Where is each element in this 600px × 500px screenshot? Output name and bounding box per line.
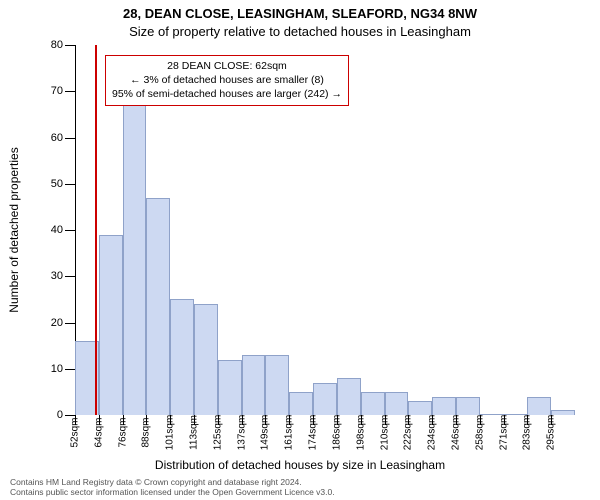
x-tick-label: 149sqm: [260, 415, 271, 451]
y-tick: [65, 45, 75, 46]
histogram-bar: [146, 198, 170, 415]
y-tick-label: 50: [51, 178, 63, 190]
callout-line-1: 28 DEAN CLOSE: 62sqm: [112, 59, 342, 73]
histogram-bar: [194, 304, 218, 415]
x-tick-label: 88sqm: [141, 417, 152, 447]
credits-line-1: Contains HM Land Registry data © Crown c…: [10, 477, 335, 488]
y-tick: [65, 138, 75, 139]
y-tick: [65, 415, 75, 416]
histogram-bar: [385, 392, 409, 415]
histogram-bar: [361, 392, 385, 415]
x-tick-label: 222sqm: [403, 415, 414, 451]
x-tick-label: 137sqm: [236, 415, 247, 451]
histogram-bar: [218, 360, 242, 416]
chart-plot-area: 0102030405060708052sqm64sqm76sqm88sqm101…: [75, 45, 575, 415]
y-tick-label: 70: [51, 85, 63, 97]
histogram-bar: [242, 355, 266, 415]
credits-text: Contains HM Land Registry data © Crown c…: [10, 477, 335, 498]
y-tick-label: 10: [51, 363, 63, 375]
y-tick-label: 40: [51, 224, 63, 236]
callout-box: 28 DEAN CLOSE: 62sqm ← 3% of detached ho…: [105, 55, 349, 106]
x-tick-label: 101sqm: [165, 415, 176, 451]
y-tick: [65, 184, 75, 185]
histogram-bar: [337, 378, 361, 415]
y-tick-label: 30: [51, 270, 63, 282]
x-tick-label: 234sqm: [427, 415, 438, 451]
x-tick-label: 52sqm: [70, 417, 81, 447]
x-tick-label: 161sqm: [284, 415, 295, 451]
x-tick-label: 64sqm: [93, 417, 104, 447]
y-tick-label: 80: [51, 39, 63, 51]
callout-line-3: 95% of semi-detached houses are larger (…: [112, 87, 342, 101]
y-tick: [65, 323, 75, 324]
credits-line-2: Contains public sector information licen…: [10, 487, 335, 498]
y-tick: [65, 369, 75, 370]
x-tick-label: 174sqm: [308, 415, 319, 451]
x-tick-label: 186sqm: [331, 415, 342, 451]
y-tick: [65, 91, 75, 92]
x-tick-label: 210sqm: [379, 415, 390, 451]
x-tick-label: 271sqm: [498, 415, 509, 451]
x-tick-label: 113sqm: [189, 415, 200, 450]
x-tick-label: 76sqm: [117, 417, 128, 447]
chart-title-address: 28, DEAN CLOSE, LEASINGHAM, SLEAFORD, NG…: [0, 6, 600, 21]
histogram-bar: [527, 397, 551, 416]
property-marker-line: [95, 45, 97, 415]
y-tick-label: 20: [51, 317, 63, 329]
chart-title-subtitle: Size of property relative to detached ho…: [0, 24, 600, 39]
x-tick-label: 295sqm: [546, 415, 557, 451]
x-tick-label: 125sqm: [212, 415, 223, 451]
histogram-bar: [265, 355, 289, 415]
histogram-bar: [170, 299, 194, 415]
x-tick-label: 258sqm: [474, 415, 485, 451]
callout-line-2: ← 3% of detached houses are smaller (8): [112, 73, 342, 87]
histogram-bar: [313, 383, 337, 415]
x-tick-label: 283sqm: [522, 415, 533, 451]
histogram-bar: [432, 397, 456, 416]
x-tick-label: 246sqm: [450, 415, 461, 451]
histogram-bar: [289, 392, 313, 415]
y-tick: [65, 230, 75, 231]
x-tick-label: 198sqm: [355, 415, 366, 451]
histogram-bar: [99, 235, 123, 415]
y-axis-label: Number of detached properties: [7, 147, 21, 312]
histogram-bar: [123, 105, 147, 415]
y-tick-label: 0: [57, 409, 63, 421]
x-axis-label: Distribution of detached houses by size …: [0, 458, 600, 472]
y-tick-label: 60: [51, 132, 63, 144]
histogram-bar: [456, 397, 480, 416]
y-tick: [65, 276, 75, 277]
histogram-bar: [408, 401, 432, 415]
